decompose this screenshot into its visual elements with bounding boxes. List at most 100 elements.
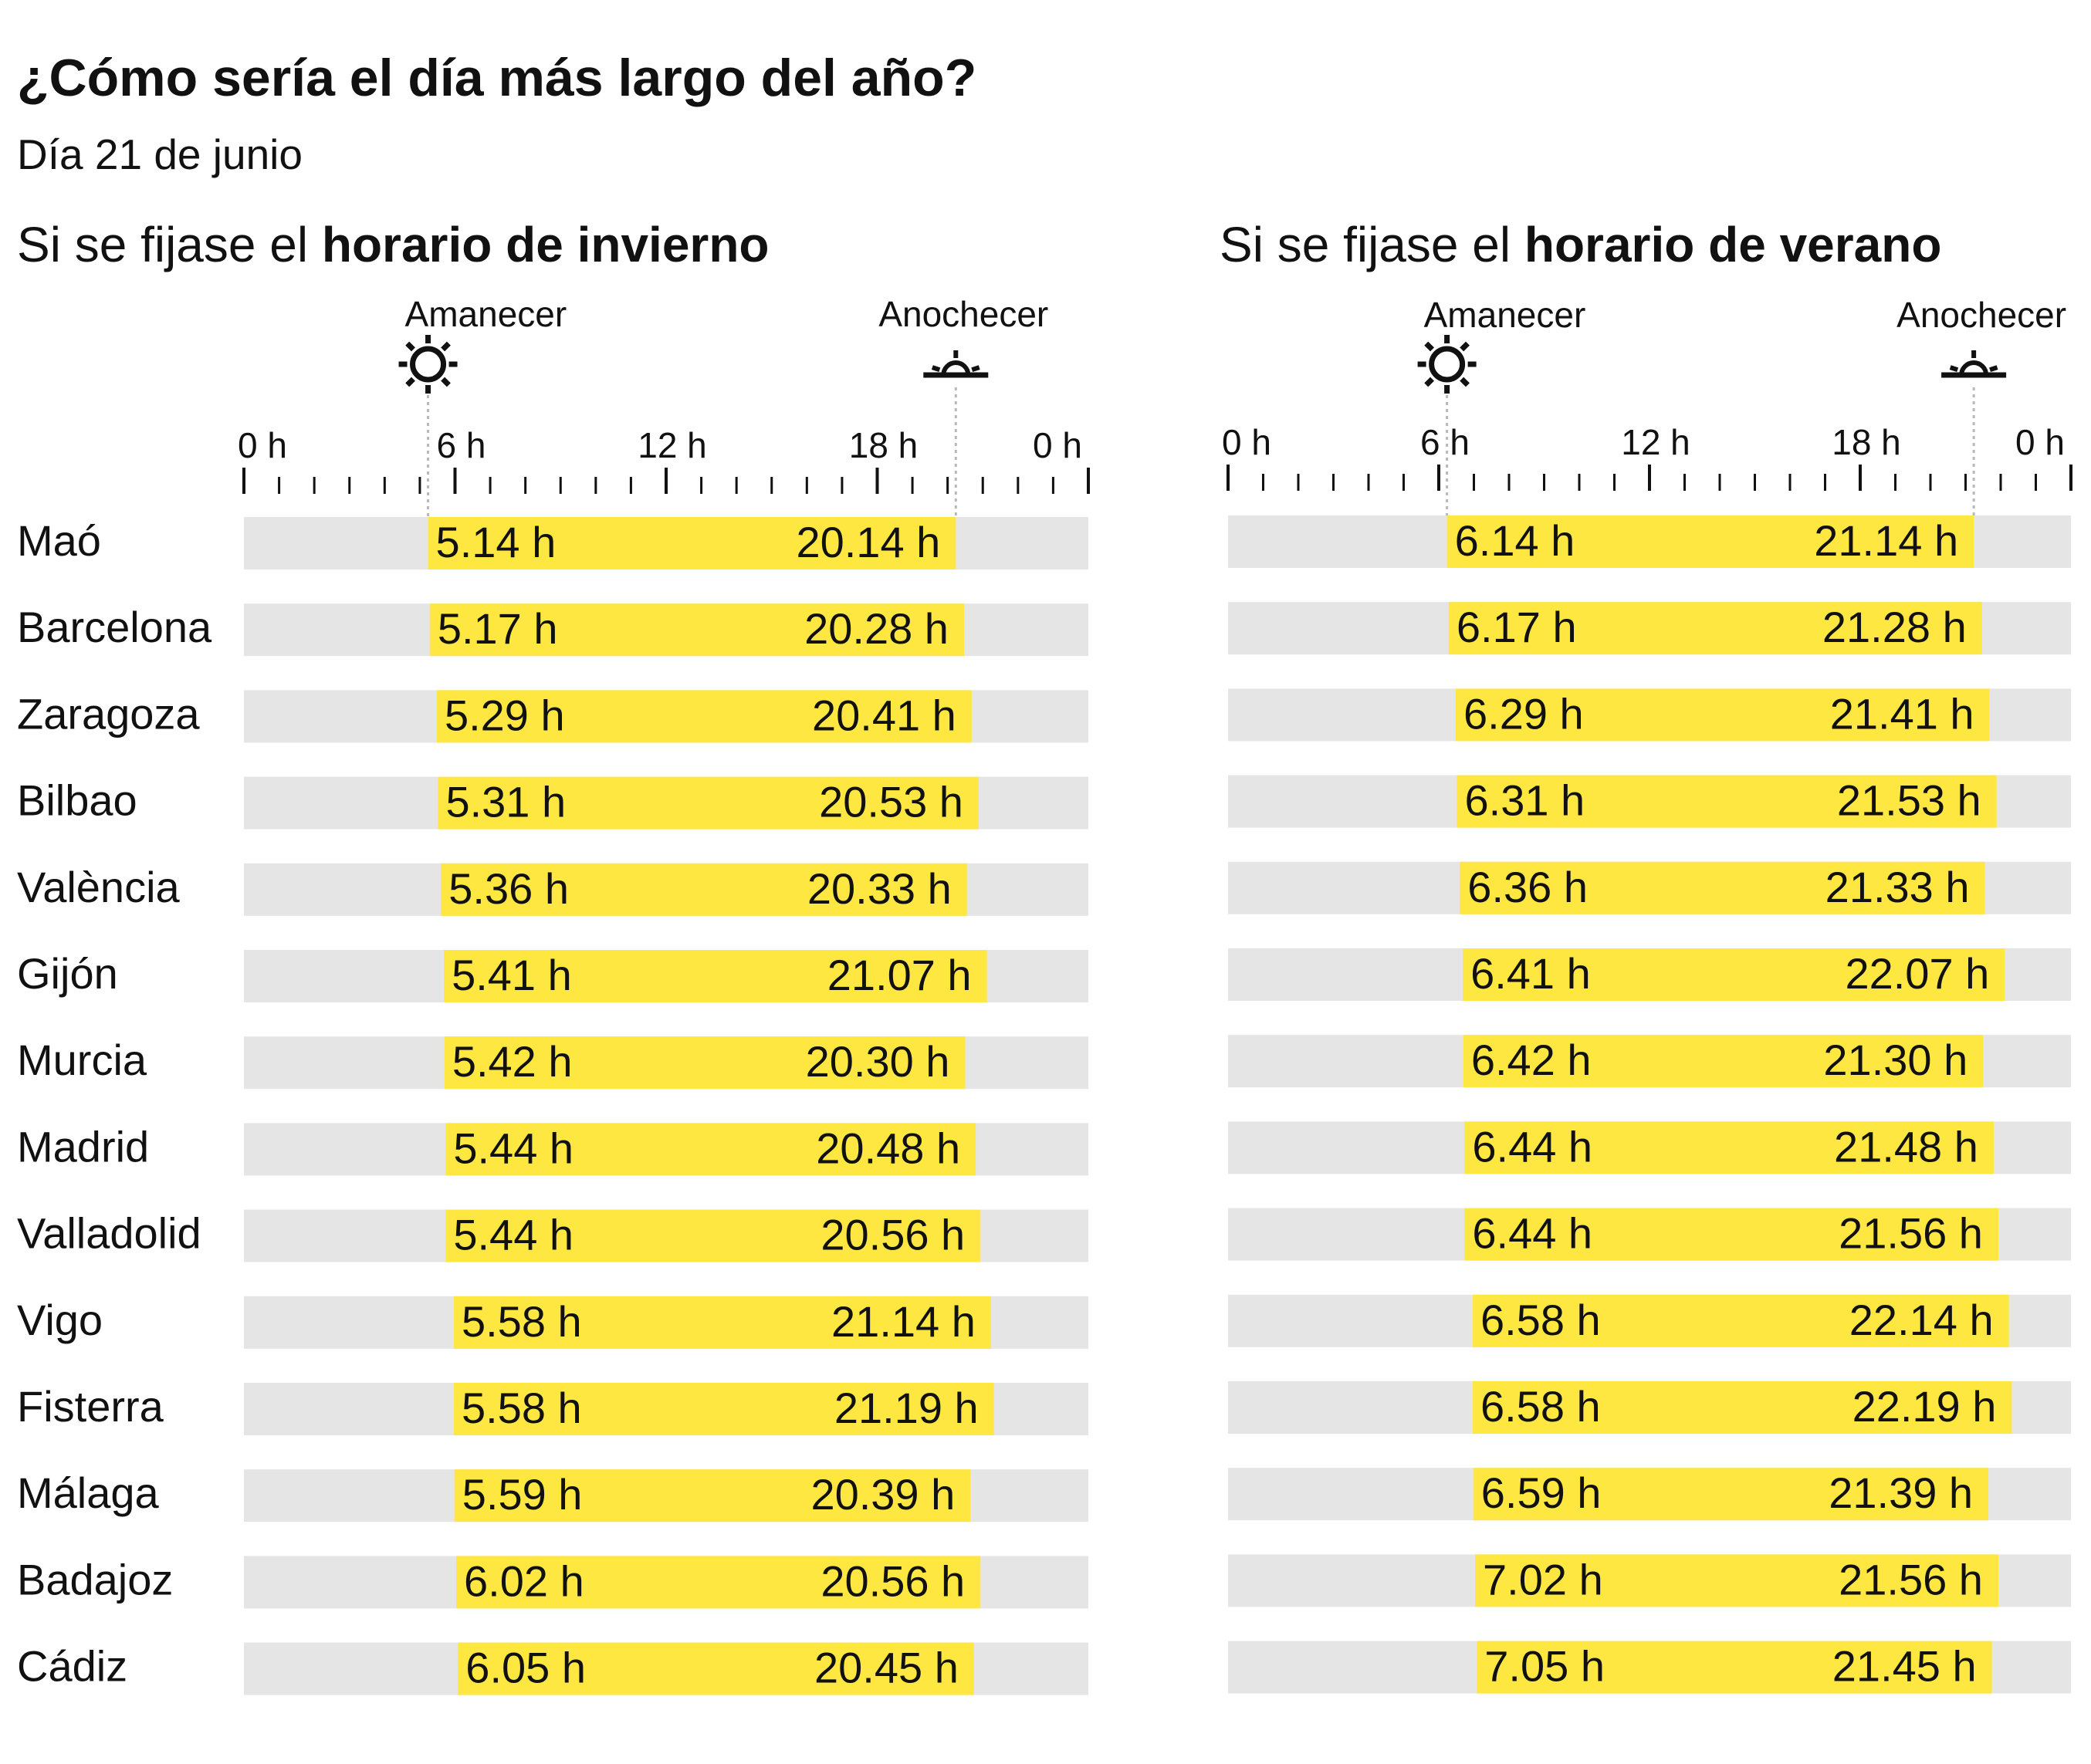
daylight-bar [444, 1036, 966, 1090]
sunrise-value: 6.02 h [464, 1556, 584, 1605]
city-label: Maó [17, 516, 101, 565]
daylight-bar [1472, 1381, 2012, 1434]
daylight-bar [444, 950, 987, 1002]
city-label: Zaragoza [17, 689, 200, 738]
sunset-value: 21.14 h [831, 1297, 976, 1346]
sunset-icon [923, 350, 989, 378]
sunset-value: 21.53 h [1837, 776, 1981, 825]
city-label: Fisterra [17, 1382, 164, 1431]
city-label: Barcelona [17, 603, 212, 651]
sunset-value: 20.28 h [804, 604, 949, 653]
city-label: Murcia [17, 1036, 147, 1084]
sunrise-value: 5.29 h [445, 691, 565, 739]
city-label: Gijón [17, 949, 118, 998]
axis-tick-label: 18 h [1832, 422, 1901, 462]
sunset-value: 20.56 h [820, 1211, 965, 1259]
city-label: Bilbao [17, 776, 137, 825]
sunrise-value: 5.31 h [445, 778, 566, 826]
daylight-bar [456, 1556, 981, 1609]
sunrise-value: 6.44 h [1472, 1209, 1592, 1258]
chart-title: ¿Cómo sería el día más largo del año? [17, 49, 977, 107]
sunset-label: Anochecer [878, 294, 1048, 334]
daylight-bar [441, 863, 967, 916]
sunrise-value: 6.58 h [1480, 1296, 1601, 1344]
daylight-bar [1477, 1641, 1992, 1694]
axis-tick-label: 6 h [1420, 422, 1470, 462]
sunrise-value: 5.36 h [448, 864, 569, 913]
axis-tick-label: 0 h [1033, 425, 1082, 465]
chart-subtitle: Día 21 de junio [17, 130, 303, 178]
axis-tick-label: 0 h [238, 425, 287, 465]
daylight-bar [1463, 948, 2005, 1001]
panel-title-summer-bold: horario de verano [1524, 217, 1942, 272]
panel-title-winter-prefix: Si se fijase el [17, 217, 322, 272]
city-label: Badajoz [17, 1555, 173, 1603]
sunrise-value: 6.14 h [1455, 516, 1575, 565]
panel-title-winter: Si se fijase el horario de invierno [17, 216, 770, 273]
sun-icon [1417, 335, 1477, 394]
daylight-bar [1448, 602, 1982, 655]
sunset-value: 21.19 h [834, 1384, 979, 1432]
sunset-value: 20.53 h [819, 778, 963, 826]
daylight-bar [436, 690, 972, 743]
sunset-value: 22.14 h [1849, 1296, 1994, 1344]
daylight-bar [453, 1383, 994, 1435]
daylight-bar [438, 776, 979, 830]
daylight-bar [1455, 688, 1990, 742]
sunset-icon [1941, 350, 2007, 378]
daylight-bar [1460, 861, 1985, 914]
sunrise-value: 6.29 h [1463, 689, 1584, 738]
sunset-value: 21.39 h [1829, 1468, 1973, 1517]
sunset-value: 20.14 h [796, 518, 940, 566]
sunrise-value: 5.42 h [452, 1037, 573, 1086]
sunrise-value: 5.44 h [453, 1124, 574, 1172]
daylight-bar [1473, 1468, 1989, 1521]
sunrise-value: 7.02 h [1483, 1555, 1603, 1603]
daylight-bar [1463, 1035, 1984, 1088]
sunrise-value: 5.59 h [462, 1470, 583, 1519]
sunset-value: 20.30 h [806, 1037, 950, 1086]
sunrise-label: Amanecer [1424, 295, 1586, 335]
axis-tick-label: 0 h [2015, 422, 2065, 462]
panel-title-summer-prefix: Si se fijase el [1220, 217, 1524, 272]
sunset-value: 21.33 h [1825, 863, 1970, 911]
sunrise-value: 6.05 h [465, 1644, 586, 1692]
sunrise-value: 5.41 h [452, 951, 572, 999]
axis-tick-label: 6 h [437, 425, 486, 465]
daylight-bar [1446, 515, 1974, 568]
axis-tick-label: 18 h [849, 425, 919, 465]
sunrise-value: 6.36 h [1467, 863, 1588, 911]
axis-tick-label: 12 h [638, 425, 707, 465]
sunrise-value: 6.59 h [1481, 1468, 1602, 1517]
sunrise-value: 6.58 h [1480, 1382, 1601, 1431]
city-label: Vigo [17, 1296, 103, 1344]
city-label: Valladolid [17, 1209, 201, 1258]
sunset-value: 21.41 h [1830, 689, 1974, 738]
panel-title-summer: Si se fijase el horario de verano [1220, 216, 1941, 273]
sunset-value: 22.07 h [1845, 949, 1989, 998]
sunrise-value: 6.31 h [1465, 776, 1585, 825]
sunrise-value: 7.05 h [1484, 1642, 1605, 1691]
sunrise-value: 5.17 h [438, 604, 558, 653]
sunset-value: 21.14 h [1814, 516, 1958, 565]
sunset-value: 21.48 h [1834, 1122, 1978, 1171]
daylight-bar [1475, 1554, 1998, 1607]
city-label: Madrid [17, 1122, 149, 1171]
daylight-bar [445, 1209, 981, 1262]
daylight-bar [1457, 775, 1997, 828]
sunset-value: 20.39 h [810, 1470, 955, 1519]
sun-icon [398, 335, 458, 394]
sunset-value: 20.33 h [807, 864, 952, 913]
sunrise-value: 6.17 h [1457, 603, 1577, 651]
sunset-value: 21.28 h [1822, 603, 1967, 651]
sunrise-label: Amanecer [405, 294, 567, 334]
panel-title-winter-bold: horario de invierno [321, 217, 770, 272]
sunset-value: 21.30 h [1823, 1036, 1968, 1084]
sunset-value: 21.56 h [1839, 1209, 1983, 1258]
sunrise-value: 6.44 h [1472, 1122, 1592, 1171]
sunrise-value: 6.42 h [1471, 1036, 1592, 1084]
sunrise-value: 5.44 h [453, 1211, 574, 1259]
sunset-value: 20.56 h [820, 1556, 965, 1605]
daylight-bar [1464, 1121, 1994, 1174]
